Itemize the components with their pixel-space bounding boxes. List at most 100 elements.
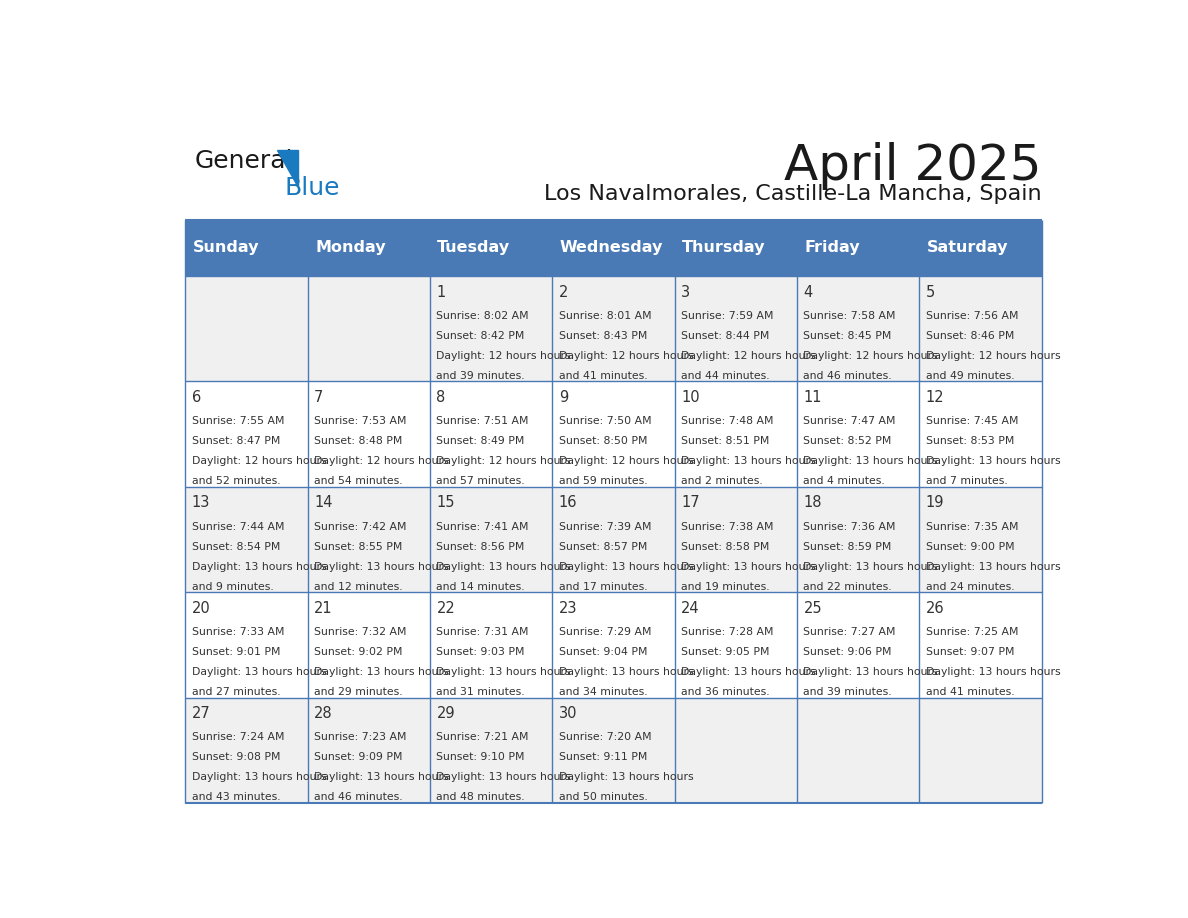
Text: 11: 11 — [803, 390, 822, 405]
Text: Sunrise: 7:32 AM: Sunrise: 7:32 AM — [314, 627, 406, 637]
Text: April 2025: April 2025 — [784, 142, 1042, 190]
Text: Daylight: 13 hours hours: Daylight: 13 hours hours — [925, 456, 1061, 466]
Text: Daylight: 13 hours hours: Daylight: 13 hours hours — [681, 456, 816, 466]
Text: Sunset: 8:54 PM: Sunset: 8:54 PM — [191, 542, 280, 552]
Text: Sunset: 9:02 PM: Sunset: 9:02 PM — [314, 647, 403, 657]
Text: Sunset: 8:53 PM: Sunset: 8:53 PM — [925, 436, 1015, 446]
Text: Daylight: 13 hours hours: Daylight: 13 hours hours — [436, 772, 571, 782]
Text: Sunset: 8:49 PM: Sunset: 8:49 PM — [436, 436, 525, 446]
Text: Daylight: 13 hours hours: Daylight: 13 hours hours — [803, 562, 939, 572]
Text: 13: 13 — [191, 496, 210, 510]
Text: Sunrise: 7:39 AM: Sunrise: 7:39 AM — [558, 521, 651, 532]
Text: Daylight: 13 hours hours: Daylight: 13 hours hours — [436, 562, 571, 572]
Text: 28: 28 — [314, 706, 333, 721]
Text: Sunset: 9:10 PM: Sunset: 9:10 PM — [436, 753, 525, 762]
Text: and 44 minutes.: and 44 minutes. — [681, 371, 770, 381]
Text: Sunset: 9:03 PM: Sunset: 9:03 PM — [436, 647, 525, 657]
Text: Daylight: 12 hours hours: Daylight: 12 hours hours — [681, 351, 816, 361]
Text: and 39 minutes.: and 39 minutes. — [803, 687, 892, 697]
Text: Sunset: 8:48 PM: Sunset: 8:48 PM — [314, 436, 403, 446]
Text: Sunrise: 7:31 AM: Sunrise: 7:31 AM — [436, 627, 529, 637]
Text: 21: 21 — [314, 600, 333, 616]
Text: and 17 minutes.: and 17 minutes. — [558, 582, 647, 592]
Text: and 19 minutes.: and 19 minutes. — [681, 582, 770, 592]
Text: Sunrise: 7:45 AM: Sunrise: 7:45 AM — [925, 416, 1018, 426]
Text: Sunrise: 7:58 AM: Sunrise: 7:58 AM — [803, 311, 896, 321]
Text: and 22 minutes.: and 22 minutes. — [803, 582, 892, 592]
Text: General: General — [195, 149, 293, 173]
Text: and 39 minutes.: and 39 minutes. — [436, 371, 525, 381]
Text: Daylight: 13 hours hours: Daylight: 13 hours hours — [191, 667, 327, 677]
Text: Sunset: 9:06 PM: Sunset: 9:06 PM — [803, 647, 892, 657]
Text: 30: 30 — [558, 706, 577, 721]
Text: Sunrise: 7:36 AM: Sunrise: 7:36 AM — [803, 521, 896, 532]
Text: Sunrise: 7:27 AM: Sunrise: 7:27 AM — [803, 627, 896, 637]
Text: Sunset: 8:51 PM: Sunset: 8:51 PM — [681, 436, 770, 446]
Text: Sunrise: 7:21 AM: Sunrise: 7:21 AM — [436, 733, 529, 743]
Text: Sunset: 9:08 PM: Sunset: 9:08 PM — [191, 753, 280, 762]
Text: Sunrise: 7:59 AM: Sunrise: 7:59 AM — [681, 311, 773, 321]
Text: Sunset: 8:46 PM: Sunset: 8:46 PM — [925, 330, 1015, 341]
Text: Sunrise: 7:33 AM: Sunrise: 7:33 AM — [191, 627, 284, 637]
Text: and 41 minutes.: and 41 minutes. — [925, 687, 1015, 697]
Text: 3: 3 — [681, 285, 690, 299]
Text: and 50 minutes.: and 50 minutes. — [558, 792, 647, 802]
Text: 20: 20 — [191, 600, 210, 616]
Text: Daylight: 13 hours hours: Daylight: 13 hours hours — [925, 562, 1061, 572]
Text: Daylight: 12 hours hours: Daylight: 12 hours hours — [558, 351, 694, 361]
Text: and 59 minutes.: and 59 minutes. — [558, 476, 647, 487]
Text: Daylight: 13 hours hours: Daylight: 13 hours hours — [803, 456, 939, 466]
Text: 9: 9 — [558, 390, 568, 405]
Text: Sunset: 9:00 PM: Sunset: 9:00 PM — [925, 542, 1015, 552]
Text: Sunrise: 7:25 AM: Sunrise: 7:25 AM — [925, 627, 1018, 637]
Text: Daylight: 13 hours hours: Daylight: 13 hours hours — [803, 667, 939, 677]
Text: Sunset: 8:43 PM: Sunset: 8:43 PM — [558, 330, 647, 341]
Text: 4: 4 — [803, 285, 813, 299]
Text: Sunset: 8:58 PM: Sunset: 8:58 PM — [681, 542, 770, 552]
Text: 16: 16 — [558, 496, 577, 510]
Text: Monday: Monday — [315, 241, 386, 255]
Text: Sunrise: 7:41 AM: Sunrise: 7:41 AM — [436, 521, 529, 532]
Text: Daylight: 13 hours hours: Daylight: 13 hours hours — [191, 562, 327, 572]
Text: 2: 2 — [558, 285, 568, 299]
Text: Sunset: 8:52 PM: Sunset: 8:52 PM — [803, 436, 892, 446]
Text: Sunrise: 7:42 AM: Sunrise: 7:42 AM — [314, 521, 406, 532]
Text: Daylight: 12 hours hours: Daylight: 12 hours hours — [925, 351, 1061, 361]
Text: Daylight: 12 hours hours: Daylight: 12 hours hours — [436, 351, 571, 361]
Text: and 57 minutes.: and 57 minutes. — [436, 476, 525, 487]
Text: Sunset: 8:44 PM: Sunset: 8:44 PM — [681, 330, 770, 341]
Text: 24: 24 — [681, 600, 700, 616]
Text: Sunrise: 7:48 AM: Sunrise: 7:48 AM — [681, 416, 773, 426]
Text: Daylight: 12 hours hours: Daylight: 12 hours hours — [191, 456, 327, 466]
Text: Sunrise: 7:56 AM: Sunrise: 7:56 AM — [925, 311, 1018, 321]
Text: Sunset: 9:09 PM: Sunset: 9:09 PM — [314, 753, 403, 762]
Text: 8: 8 — [436, 390, 446, 405]
Text: 1: 1 — [436, 285, 446, 299]
Text: Sunrise: 7:23 AM: Sunrise: 7:23 AM — [314, 733, 406, 743]
Text: and 29 minutes.: and 29 minutes. — [314, 687, 403, 697]
Text: 6: 6 — [191, 390, 201, 405]
Text: Sunrise: 7:20 AM: Sunrise: 7:20 AM — [558, 733, 651, 743]
Text: Daylight: 13 hours hours: Daylight: 13 hours hours — [925, 667, 1061, 677]
Text: Daylight: 13 hours hours: Daylight: 13 hours hours — [681, 667, 816, 677]
Text: Daylight: 12 hours hours: Daylight: 12 hours hours — [314, 456, 449, 466]
Bar — [185, 698, 1042, 803]
Text: Daylight: 13 hours hours: Daylight: 13 hours hours — [558, 667, 694, 677]
Text: Daylight: 13 hours hours: Daylight: 13 hours hours — [314, 667, 449, 677]
Text: Sunset: 8:59 PM: Sunset: 8:59 PM — [803, 542, 892, 552]
Text: Sunset: 9:07 PM: Sunset: 9:07 PM — [925, 647, 1015, 657]
Text: Sunrise: 7:50 AM: Sunrise: 7:50 AM — [558, 416, 651, 426]
Text: Friday: Friday — [804, 241, 860, 255]
Text: 25: 25 — [803, 600, 822, 616]
Text: Tuesday: Tuesday — [437, 241, 511, 255]
Text: Sunrise: 7:51 AM: Sunrise: 7:51 AM — [436, 416, 529, 426]
Text: Blue: Blue — [285, 176, 340, 200]
Text: Sunrise: 7:55 AM: Sunrise: 7:55 AM — [191, 416, 284, 426]
Text: and 43 minutes.: and 43 minutes. — [191, 792, 280, 802]
Text: Sunset: 8:45 PM: Sunset: 8:45 PM — [803, 330, 892, 341]
Text: Sunset: 8:55 PM: Sunset: 8:55 PM — [314, 542, 403, 552]
Text: Sunset: 9:04 PM: Sunset: 9:04 PM — [558, 647, 647, 657]
Text: 5: 5 — [925, 285, 935, 299]
Text: Daylight: 13 hours hours: Daylight: 13 hours hours — [558, 562, 694, 572]
Text: Sunrise: 7:29 AM: Sunrise: 7:29 AM — [558, 627, 651, 637]
